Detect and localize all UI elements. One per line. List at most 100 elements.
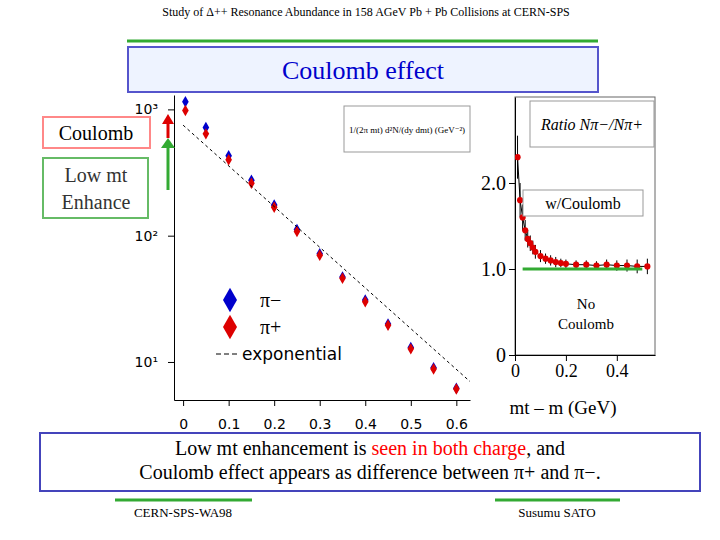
annotation: Low mt [65, 164, 128, 186]
series-line [518, 157, 648, 266]
legend: π− π+ exponential [216, 288, 342, 364]
caption-line: Low mt enhancement is seen in both charg… [175, 437, 565, 460]
caption-part: , and [526, 437, 565, 459]
x-tick-mark [183, 400, 184, 406]
series-label-part: Coulomb [558, 316, 614, 332]
x-tick-mark [320, 400, 321, 406]
y-label: 1/(2π mt) d²N/(dy dmt) (GeV⁻²) [349, 125, 465, 135]
y-tick: 2.0 [481, 172, 515, 194]
caption-box [40, 433, 700, 491]
x-tick-label: 0.3 [309, 416, 331, 432]
x-tick-label: 0.4 [606, 361, 629, 381]
x-tick-label: 0.4 [355, 416, 377, 432]
label-box [523, 190, 643, 216]
y-tick-label: 10² [135, 228, 158, 244]
header-rule [127, 40, 598, 43]
x-tick: 0.4 [355, 400, 377, 432]
x-axis-line [175, 400, 471, 401]
plot-frame [515, 97, 655, 355]
data-point [453, 383, 460, 394]
data-point [182, 105, 189, 116]
arrow [167, 122, 170, 138]
data-point [430, 363, 437, 374]
y-tick-mark [168, 109, 174, 110]
y-tick-label: 2.0 [481, 172, 506, 194]
y-tick: 0 [496, 344, 515, 366]
footer-rule [495, 499, 620, 502]
caption-part: Coulomb effect appears as difference bet… [139, 461, 600, 484]
annotation-box [43, 117, 150, 148]
x-tick: 0.3 [309, 400, 331, 432]
y-tick: 10¹ [135, 354, 174, 370]
y-tick-mark [168, 362, 174, 363]
annotation-box [43, 158, 148, 218]
data-point [604, 262, 610, 268]
data-point [248, 178, 255, 189]
y-tick-mark [509, 269, 515, 270]
x-tick-mark [365, 400, 366, 406]
y-label-box [344, 106, 470, 152]
data-point [453, 382, 460, 393]
legend-swatch [223, 315, 237, 339]
x-axis-line [516, 355, 656, 356]
caption-line: Coulomb effect appears as difference bet… [139, 461, 600, 484]
caption-part: Low mt enhancement is [175, 437, 372, 459]
x-tick: 0.2 [555, 355, 578, 381]
data-point [563, 261, 569, 267]
plot-area [515, 136, 650, 274]
annotation: Enhance [62, 191, 131, 213]
footer-right: Susumu SATO [518, 505, 595, 520]
panel-background [472, 95, 662, 428]
footer-left: CERN-SPS-WA98 [134, 505, 232, 520]
data-point [407, 343, 414, 354]
legend-label: π+ [260, 316, 281, 338]
x-axis: 00.10.20.30.40.50.6 [175, 400, 471, 432]
data-point [583, 262, 589, 268]
arrow [167, 146, 170, 190]
footer-rule [115, 499, 252, 502]
legend-label: exponential [242, 344, 342, 364]
x-tick-mark [274, 400, 275, 406]
data-point [316, 250, 323, 261]
title: Coulomb effect [282, 56, 445, 85]
header: Study of Δ++ Resonance Abundance in 158 … [162, 5, 569, 19]
y-tick-mark [168, 236, 174, 237]
x-tick-label: 0 [179, 416, 188, 432]
annotation: Coulomb [59, 122, 133, 144]
x-tick-label: 0 [511, 361, 520, 381]
y-tick-mark [509, 183, 515, 184]
y-axis: 0 1.0 2.0 [481, 98, 516, 366]
x-tick-label: 0.2 [555, 361, 578, 381]
title-box [530, 101, 654, 147]
legend-label: π− [260, 289, 281, 311]
y-tick: 10² [135, 228, 174, 244]
title-box [128, 47, 598, 92]
x-tick: 0 [179, 400, 188, 432]
arrow-head [162, 114, 174, 124]
data-point [294, 226, 301, 237]
data-point [385, 320, 392, 331]
x-axis: 0 0.2 0.4 [511, 355, 656, 381]
y-tick-label: 0 [496, 344, 506, 366]
slide: Study of Δ++ Resonance Abundance in 158 … [0, 0, 720, 540]
y-tick-label: 1.0 [481, 258, 506, 280]
x-tick-mark [229, 400, 230, 406]
y-axis-line [174, 96, 175, 401]
x-label: mt – m (GeV) [509, 397, 616, 419]
data-point [573, 262, 579, 268]
x-tick-label: 0.2 [264, 416, 286, 432]
data-point [225, 154, 232, 165]
series-label: NoCoulomb [558, 296, 614, 332]
plot-area [182, 96, 470, 395]
y-tick-label: 10³ [135, 101, 158, 117]
y-tick: 1.0 [481, 258, 515, 280]
x-tick: 0.5 [400, 400, 422, 432]
data-point [532, 249, 538, 255]
x-tick: 0.1 [218, 400, 240, 432]
x-tick-label: 0.5 [400, 416, 422, 432]
x-tick-label: 0.1 [218, 416, 240, 432]
y-tick-label: 10¹ [135, 354, 158, 370]
data-point [271, 201, 278, 212]
data-point [517, 197, 523, 203]
x-tick: 0.4 [606, 355, 629, 381]
